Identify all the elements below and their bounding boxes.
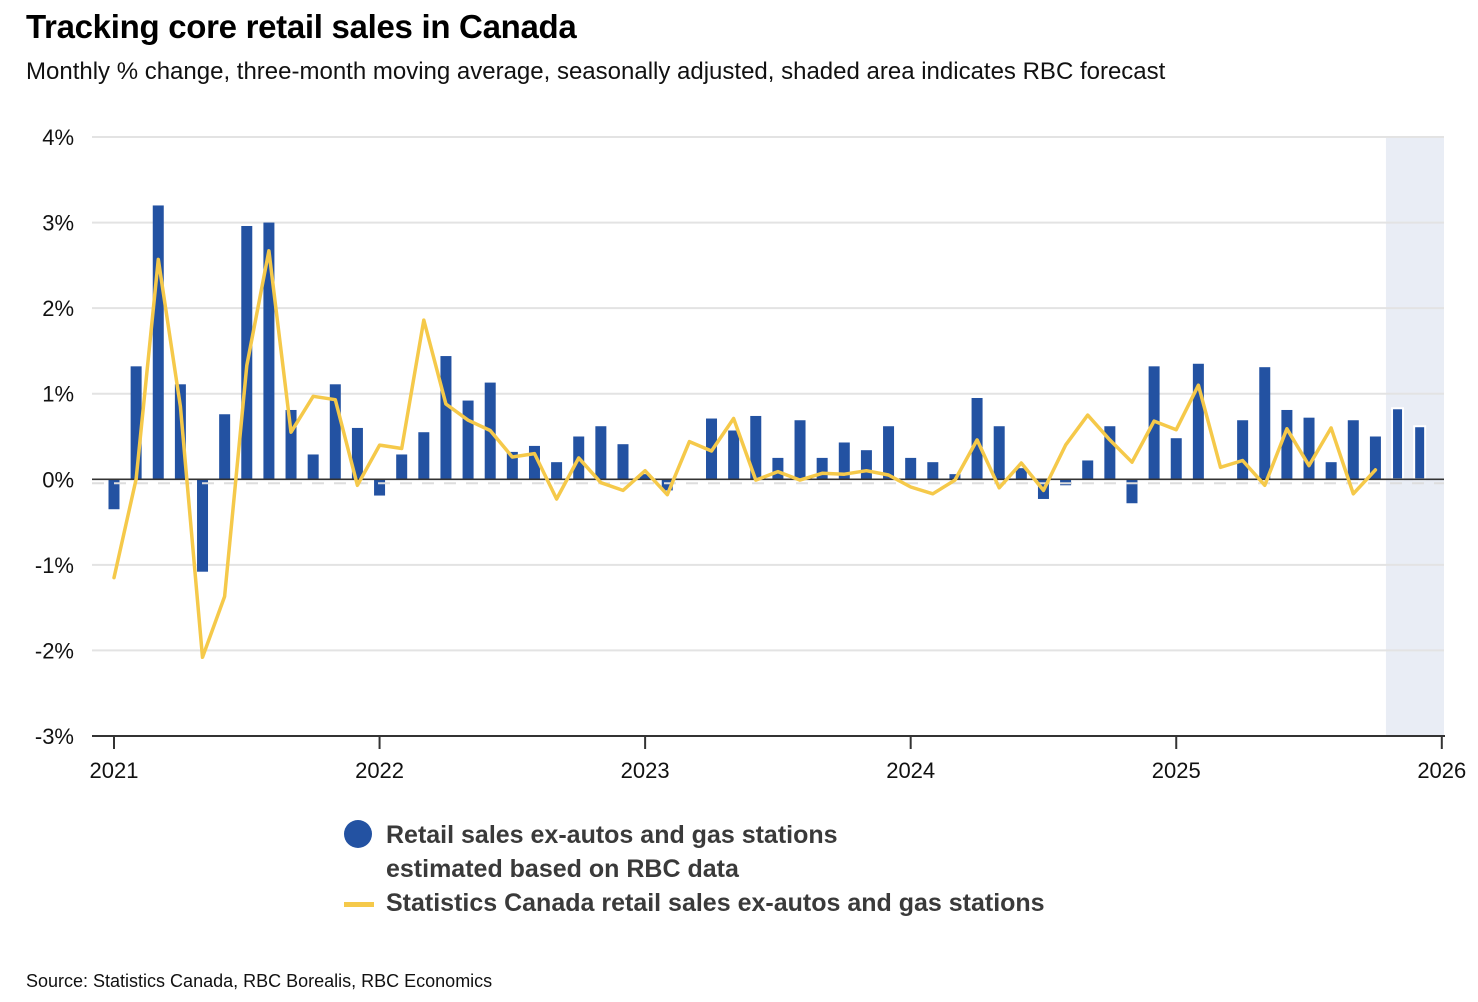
axes [92,478,1445,749]
y-tick-label: -3% [35,724,74,749]
bar-series [108,205,1427,572]
bar [130,366,142,480]
bar [197,479,209,572]
bar [1281,409,1293,480]
bar [1082,460,1094,480]
bar [528,445,540,480]
x-tick-label: 2024 [886,758,935,783]
bar [152,205,164,480]
bar [639,474,651,480]
bar [595,426,607,480]
bar [307,454,319,480]
bar [440,356,452,480]
statcan-line [112,249,1378,660]
line-series [112,249,1378,660]
bar [462,400,474,480]
bar [418,432,430,480]
legend-item-bars: Retail sales ex-autos and gas stations e… [344,818,1045,886]
x-tick-label: 2022 [355,758,404,783]
bar [1170,438,1182,480]
bar [1369,436,1381,480]
bar [174,384,186,480]
legend-bar-label-line1: Retail sales ex-autos and gas stations [386,821,838,849]
y-tick-label: 1% [42,382,74,407]
legend-line-label: Statistics Canada retail sales ex-autos … [386,889,1045,917]
y-tick-label: -2% [35,638,74,663]
chart-subtitle: Monthly % change, three-month moving ave… [26,58,1166,85]
bar [374,479,386,496]
bar [329,384,341,480]
bar [816,457,828,480]
y-tick-label: 4% [42,125,74,150]
source-note: Source: Statistics Canada, RBC Borealis,… [26,971,493,991]
y-tick-label: -1% [35,553,74,578]
bar [883,426,895,480]
y-tick-label: 0% [42,467,74,492]
gridlines [92,136,1444,652]
bar [1015,468,1027,480]
bar [728,430,740,480]
y-tick-label: 3% [42,211,74,236]
bar [993,426,1005,480]
bar [506,451,518,480]
legend-line-icon [344,902,374,907]
bar [1347,420,1359,480]
bar [1060,479,1072,486]
x-tick-label: 2025 [1152,758,1201,783]
bar [108,479,120,510]
x-tick-label: 2023 [621,758,670,783]
bar [263,222,275,480]
bar [1303,417,1315,480]
bar [1259,367,1271,480]
tick-labels: 4% 3% 2% 1% 0% -1% -2% -3% 2021 2022 2023 2024 2025 2… [35,125,1466,783]
legend-item-line: Statistics Canada retail sales ex-autos … [344,886,1045,920]
bar [661,479,673,491]
bar [1413,425,1427,481]
legend-dot-icon [344,820,372,848]
chart-title: Tracking core retail sales in Canada [26,8,577,45]
bar [927,462,939,480]
bar [772,457,784,480]
bar [838,442,850,480]
bar [1126,479,1138,504]
bar [396,454,408,480]
bar [285,409,297,480]
bar [551,462,563,480]
legend: Retail sales ex-autos and gas stations e… [344,818,1045,920]
bar [1104,426,1116,480]
legend-bar-label-line2: estimated based on RBC data [386,855,739,883]
bar [1325,462,1337,480]
bar [905,457,917,480]
bar [860,450,872,480]
bar [351,427,363,480]
bar [750,415,762,480]
bar [1192,363,1204,480]
bar [219,414,231,480]
bar [241,225,253,480]
bar [1237,420,1249,480]
chart-plot: 4% 3% 2% 1% 0% -1% -2% -3% 2021 2022 2023 2024 2025 2… [35,125,1466,783]
x-tick-label: 2026 [1417,758,1466,783]
bar [617,444,629,480]
bar [1391,407,1405,481]
x-tick-label: 2021 [90,758,139,783]
bar [794,420,806,480]
y-tick-label: 2% [42,296,74,321]
